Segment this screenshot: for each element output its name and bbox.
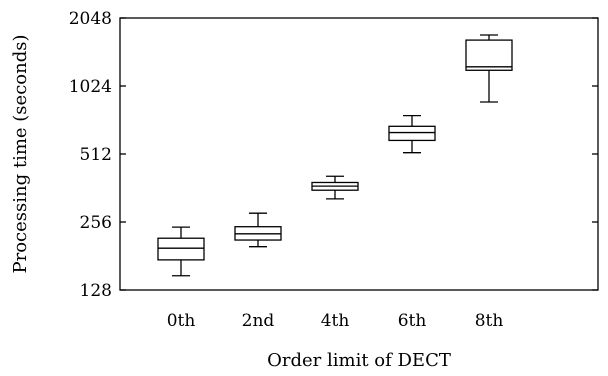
box-4th bbox=[311, 175, 359, 200]
x-axis-title: Order limit of DECT bbox=[267, 350, 451, 371]
iqr-box bbox=[157, 237, 205, 261]
x-tick-label: 2nd bbox=[242, 311, 275, 331]
x-tick-label: 8th bbox=[475, 311, 504, 331]
y-tick-label: 256 bbox=[80, 213, 112, 233]
box-2nd bbox=[234, 212, 282, 248]
box-8th bbox=[465, 34, 513, 103]
y-tick-label: 512 bbox=[80, 145, 112, 165]
iqr-box bbox=[388, 125, 436, 142]
box-6th bbox=[388, 114, 436, 154]
y-axis-title: Processing time (seconds) bbox=[10, 35, 31, 274]
iqr-box bbox=[465, 39, 513, 71]
box-0th bbox=[157, 226, 205, 277]
y-tick-label: 128 bbox=[80, 281, 112, 301]
y-tick-label: 1024 bbox=[69, 77, 112, 97]
x-tick-label: 0th bbox=[167, 311, 196, 331]
y-axis: 128 256 512 1024 2048 bbox=[69, 9, 598, 301]
x-axis: 0th 2nd 4th 6th 8th bbox=[167, 311, 504, 331]
x-tick-label: 6th bbox=[398, 311, 427, 331]
x-tick-label: 4th bbox=[321, 311, 350, 331]
box-series bbox=[157, 34, 513, 277]
y-tick-label: 2048 bbox=[69, 9, 112, 29]
